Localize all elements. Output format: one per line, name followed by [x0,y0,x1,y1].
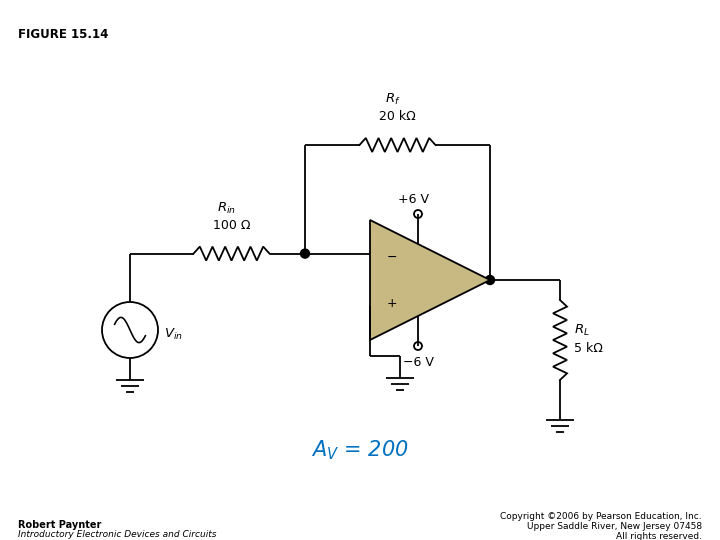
Text: Copyright ©2006 by Pearson Education, Inc.: Copyright ©2006 by Pearson Education, In… [500,512,702,521]
Text: $R_{in}$: $R_{in}$ [217,200,236,215]
Text: 20 kΩ: 20 kΩ [379,110,416,123]
Text: $R_L$: $R_L$ [574,322,590,338]
Text: Introductory Electronic Devices and Circuits: Introductory Electronic Devices and Circ… [18,530,217,539]
Text: 100 Ω: 100 Ω [212,219,251,232]
Text: −6 V: −6 V [402,356,433,369]
Text: Upper Saddle River, New Jersey 07458: Upper Saddle River, New Jersey 07458 [527,522,702,531]
Text: All rights reserved.: All rights reserved. [616,532,702,540]
Text: 5 kΩ: 5 kΩ [574,341,603,354]
Text: $A_V$ = 200: $A_V$ = 200 [311,438,409,462]
Polygon shape [370,220,490,340]
Text: $+$: $+$ [387,297,397,310]
Circle shape [300,249,310,258]
Text: Robert Paynter: Robert Paynter [18,520,102,530]
Circle shape [485,275,495,285]
Text: $V_{in}$: $V_{in}$ [164,327,183,342]
Text: +6 V: +6 V [397,193,428,206]
Text: $R_f$: $R_f$ [384,92,400,107]
Text: FIGURE 15.14: FIGURE 15.14 [18,28,109,41]
Text: $-$: $-$ [387,250,397,263]
